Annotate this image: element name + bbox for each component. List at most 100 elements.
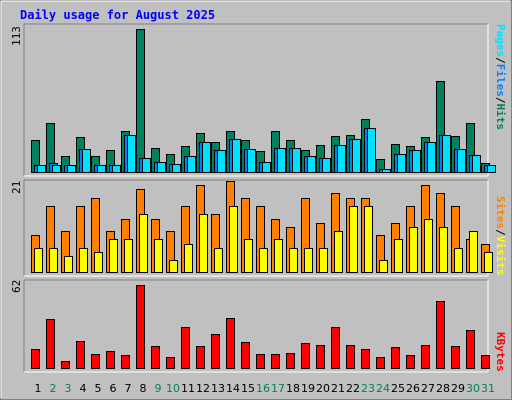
day-label-29: 29	[451, 382, 465, 395]
bar-kbytes-day-19	[301, 343, 310, 369]
day-label-15: 15	[241, 382, 255, 395]
day-label-19: 19	[301, 382, 315, 395]
bar-kbytes-day-24	[376, 357, 385, 369]
bar-kbytes-day-27	[421, 345, 430, 369]
bar-pages-day-27	[427, 142, 436, 173]
bar-pages-day-21	[337, 145, 346, 173]
day-label-2: 2	[50, 382, 57, 395]
bar-pages-day-1	[37, 165, 46, 173]
bar-visits-day-5	[94, 252, 103, 273]
bar-kbytes-day-11	[181, 327, 190, 369]
bar-visits-day-15	[244, 239, 253, 273]
day-label-13: 13	[211, 382, 225, 395]
side-label-part: Visits	[494, 236, 507, 276]
bar-visits-day-27	[424, 219, 433, 273]
day-label-11: 11	[181, 382, 195, 395]
bar-visits-day-21	[334, 231, 343, 273]
day-label-3: 3	[65, 382, 72, 395]
day-label-28: 28	[436, 382, 450, 395]
bar-kbytes-day-8	[136, 285, 145, 369]
bar-visits-day-24	[379, 260, 388, 273]
bar-kbytes-day-7	[121, 355, 130, 369]
side-label-part: /	[494, 229, 507, 236]
bar-kbytes-day-13	[211, 334, 220, 369]
bar-visits-day-30	[469, 231, 478, 273]
bar-pages-day-25	[397, 154, 406, 173]
bar-visits-day-9	[154, 239, 163, 273]
bar-kbytes-day-26	[406, 355, 415, 369]
bar-visits-day-6	[109, 239, 118, 273]
side-label-part: Sites	[494, 196, 507, 229]
day-label-18: 18	[286, 382, 300, 395]
bar-visits-day-8	[139, 214, 148, 273]
day-label-31: 31	[481, 382, 495, 395]
bar-pages-day-7	[127, 135, 136, 173]
day-label-20: 20	[316, 382, 330, 395]
bar-pages-day-31	[487, 165, 496, 173]
bar-pages-day-18	[292, 148, 301, 173]
bar-kbytes-day-15	[241, 342, 250, 369]
max-label-sites: 21	[10, 181, 23, 194]
bar-kbytes-day-3	[61, 361, 70, 369]
day-label-14: 14	[226, 382, 240, 395]
bar-visits-day-2	[49, 248, 58, 273]
day-label-12: 12	[196, 382, 210, 395]
side-label-part: Pages	[494, 24, 507, 57]
bar-pages-day-29	[457, 149, 466, 173]
bar-visits-day-29	[454, 248, 463, 273]
bar-kbytes-day-17	[271, 354, 280, 369]
bar-visits-day-4	[79, 248, 88, 273]
bar-pages-day-14	[232, 139, 241, 173]
bar-pages-day-10	[172, 164, 181, 173]
bar-pages-day-15	[247, 149, 256, 173]
bar-kbytes-day-20	[316, 345, 325, 369]
day-label-23: 23	[361, 382, 375, 395]
bar-visits-day-22	[349, 206, 358, 273]
day-label-8: 8	[140, 382, 147, 395]
bar-visits-day-10	[169, 260, 178, 273]
bar-kbytes-day-28	[436, 301, 445, 369]
day-label-24: 24	[376, 382, 390, 395]
bar-pages-day-5	[97, 165, 106, 173]
day-label-7: 7	[125, 382, 132, 395]
bar-pages-day-2	[52, 165, 61, 173]
bar-visits-day-26	[409, 227, 418, 273]
bar-pages-day-22	[352, 139, 361, 173]
bar-kbytes-day-12	[196, 346, 205, 369]
bar-pages-day-9	[157, 162, 166, 173]
max-label-hits: 113	[10, 26, 23, 46]
bar-kbytes-day-10	[166, 357, 175, 369]
side-label-part: Files	[494, 64, 507, 97]
bar-pages-day-16	[262, 162, 271, 173]
day-label-5: 5	[95, 382, 102, 395]
bar-pages-day-11	[187, 156, 196, 173]
bar-kbytes-day-23	[361, 349, 370, 369]
bar-visits-day-28	[439, 227, 448, 273]
bar-kbytes-day-16	[256, 354, 265, 369]
panel-sites-visits	[23, 179, 493, 277]
bar-pages-day-28	[442, 135, 451, 173]
bar-kbytes-day-4	[76, 341, 85, 369]
bar-visits-day-12	[199, 214, 208, 273]
bar-visits-day-20	[319, 248, 328, 273]
bar-pages-day-23	[367, 128, 376, 173]
bar-kbytes-day-22	[346, 345, 355, 369]
bar-visits-day-1	[34, 248, 43, 273]
side-label-part: /	[494, 57, 507, 64]
bar-pages-day-30	[472, 155, 481, 173]
max-label-kbytes: 62	[10, 280, 23, 293]
bar-pages-day-12	[202, 142, 211, 173]
bar-pages-day-24	[382, 169, 391, 173]
panel-kbytes	[23, 279, 490, 373]
bar-kbytes-day-2	[46, 319, 55, 369]
bar-kbytes-day-30	[466, 330, 475, 369]
chart-title: Daily usage for August 2025	[20, 8, 215, 22]
side-label-top: Pages/Files/Hits	[494, 24, 507, 130]
bar-kbytes-day-5	[91, 354, 100, 369]
bar-kbytes-day-1	[31, 349, 40, 369]
day-label-25: 25	[391, 382, 405, 395]
bar-kbytes-day-9	[151, 346, 160, 369]
bar-kbytes-day-21	[331, 327, 340, 369]
bar-visits-day-17	[274, 239, 283, 273]
